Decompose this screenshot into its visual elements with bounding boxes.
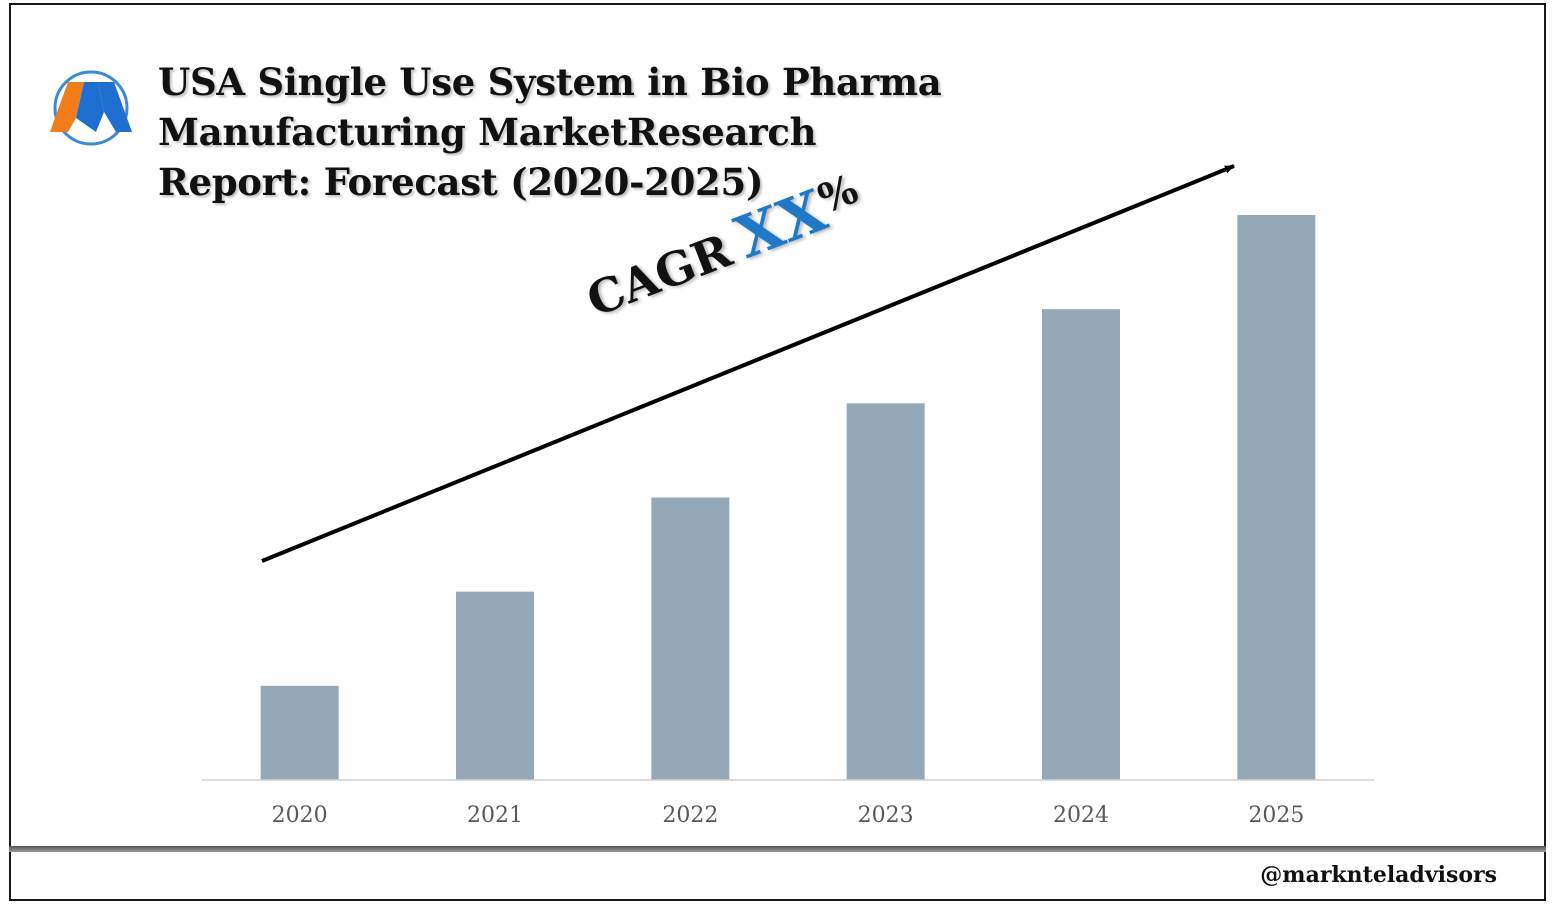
trend-arrow: [261, 164, 1235, 563]
x-tick-label-2025: 2025: [1248, 803, 1304, 828]
slide-frame: [9, 3, 1546, 901]
chart-title-line-3: Report: Forecast (2020-2025): [158, 160, 764, 204]
x-tick-label-2024: 2024: [1053, 803, 1109, 828]
x-tick-label-2023: 2023: [858, 803, 914, 828]
bar-2021: [456, 591, 534, 780]
bar-2023: [846, 403, 925, 780]
logo-orange-stroke: [50, 82, 84, 132]
bar-2022: [651, 497, 730, 780]
company-logo-icon: [50, 70, 132, 146]
x-tick-label-2020: 2020: [272, 803, 328, 828]
footer-divider: [9, 846, 1546, 852]
logo-blue-middle: [76, 82, 104, 132]
chart-title-line-2: Manufacturing MarketResearch: [158, 110, 817, 154]
x-axis-ticks: 2020 2021 2022 2023 2024 2025: [272, 803, 1305, 828]
bar-2024: [1042, 309, 1120, 780]
bar-series: [260, 215, 1316, 780]
social-handle: @marknteladvisors: [1260, 862, 1497, 888]
bar-2020: [260, 685, 339, 780]
logo-blue-stroke: [98, 82, 132, 132]
chart-title: USA Single Use System in Bio Pharma Manu…: [158, 57, 1018, 207]
chart-title-line-1: USA Single Use System in Bio Pharma: [158, 60, 942, 104]
x-tick-label-2021: 2021: [467, 803, 523, 828]
bar-2025: [1237, 215, 1316, 780]
x-tick-label-2022: 2022: [662, 803, 718, 828]
